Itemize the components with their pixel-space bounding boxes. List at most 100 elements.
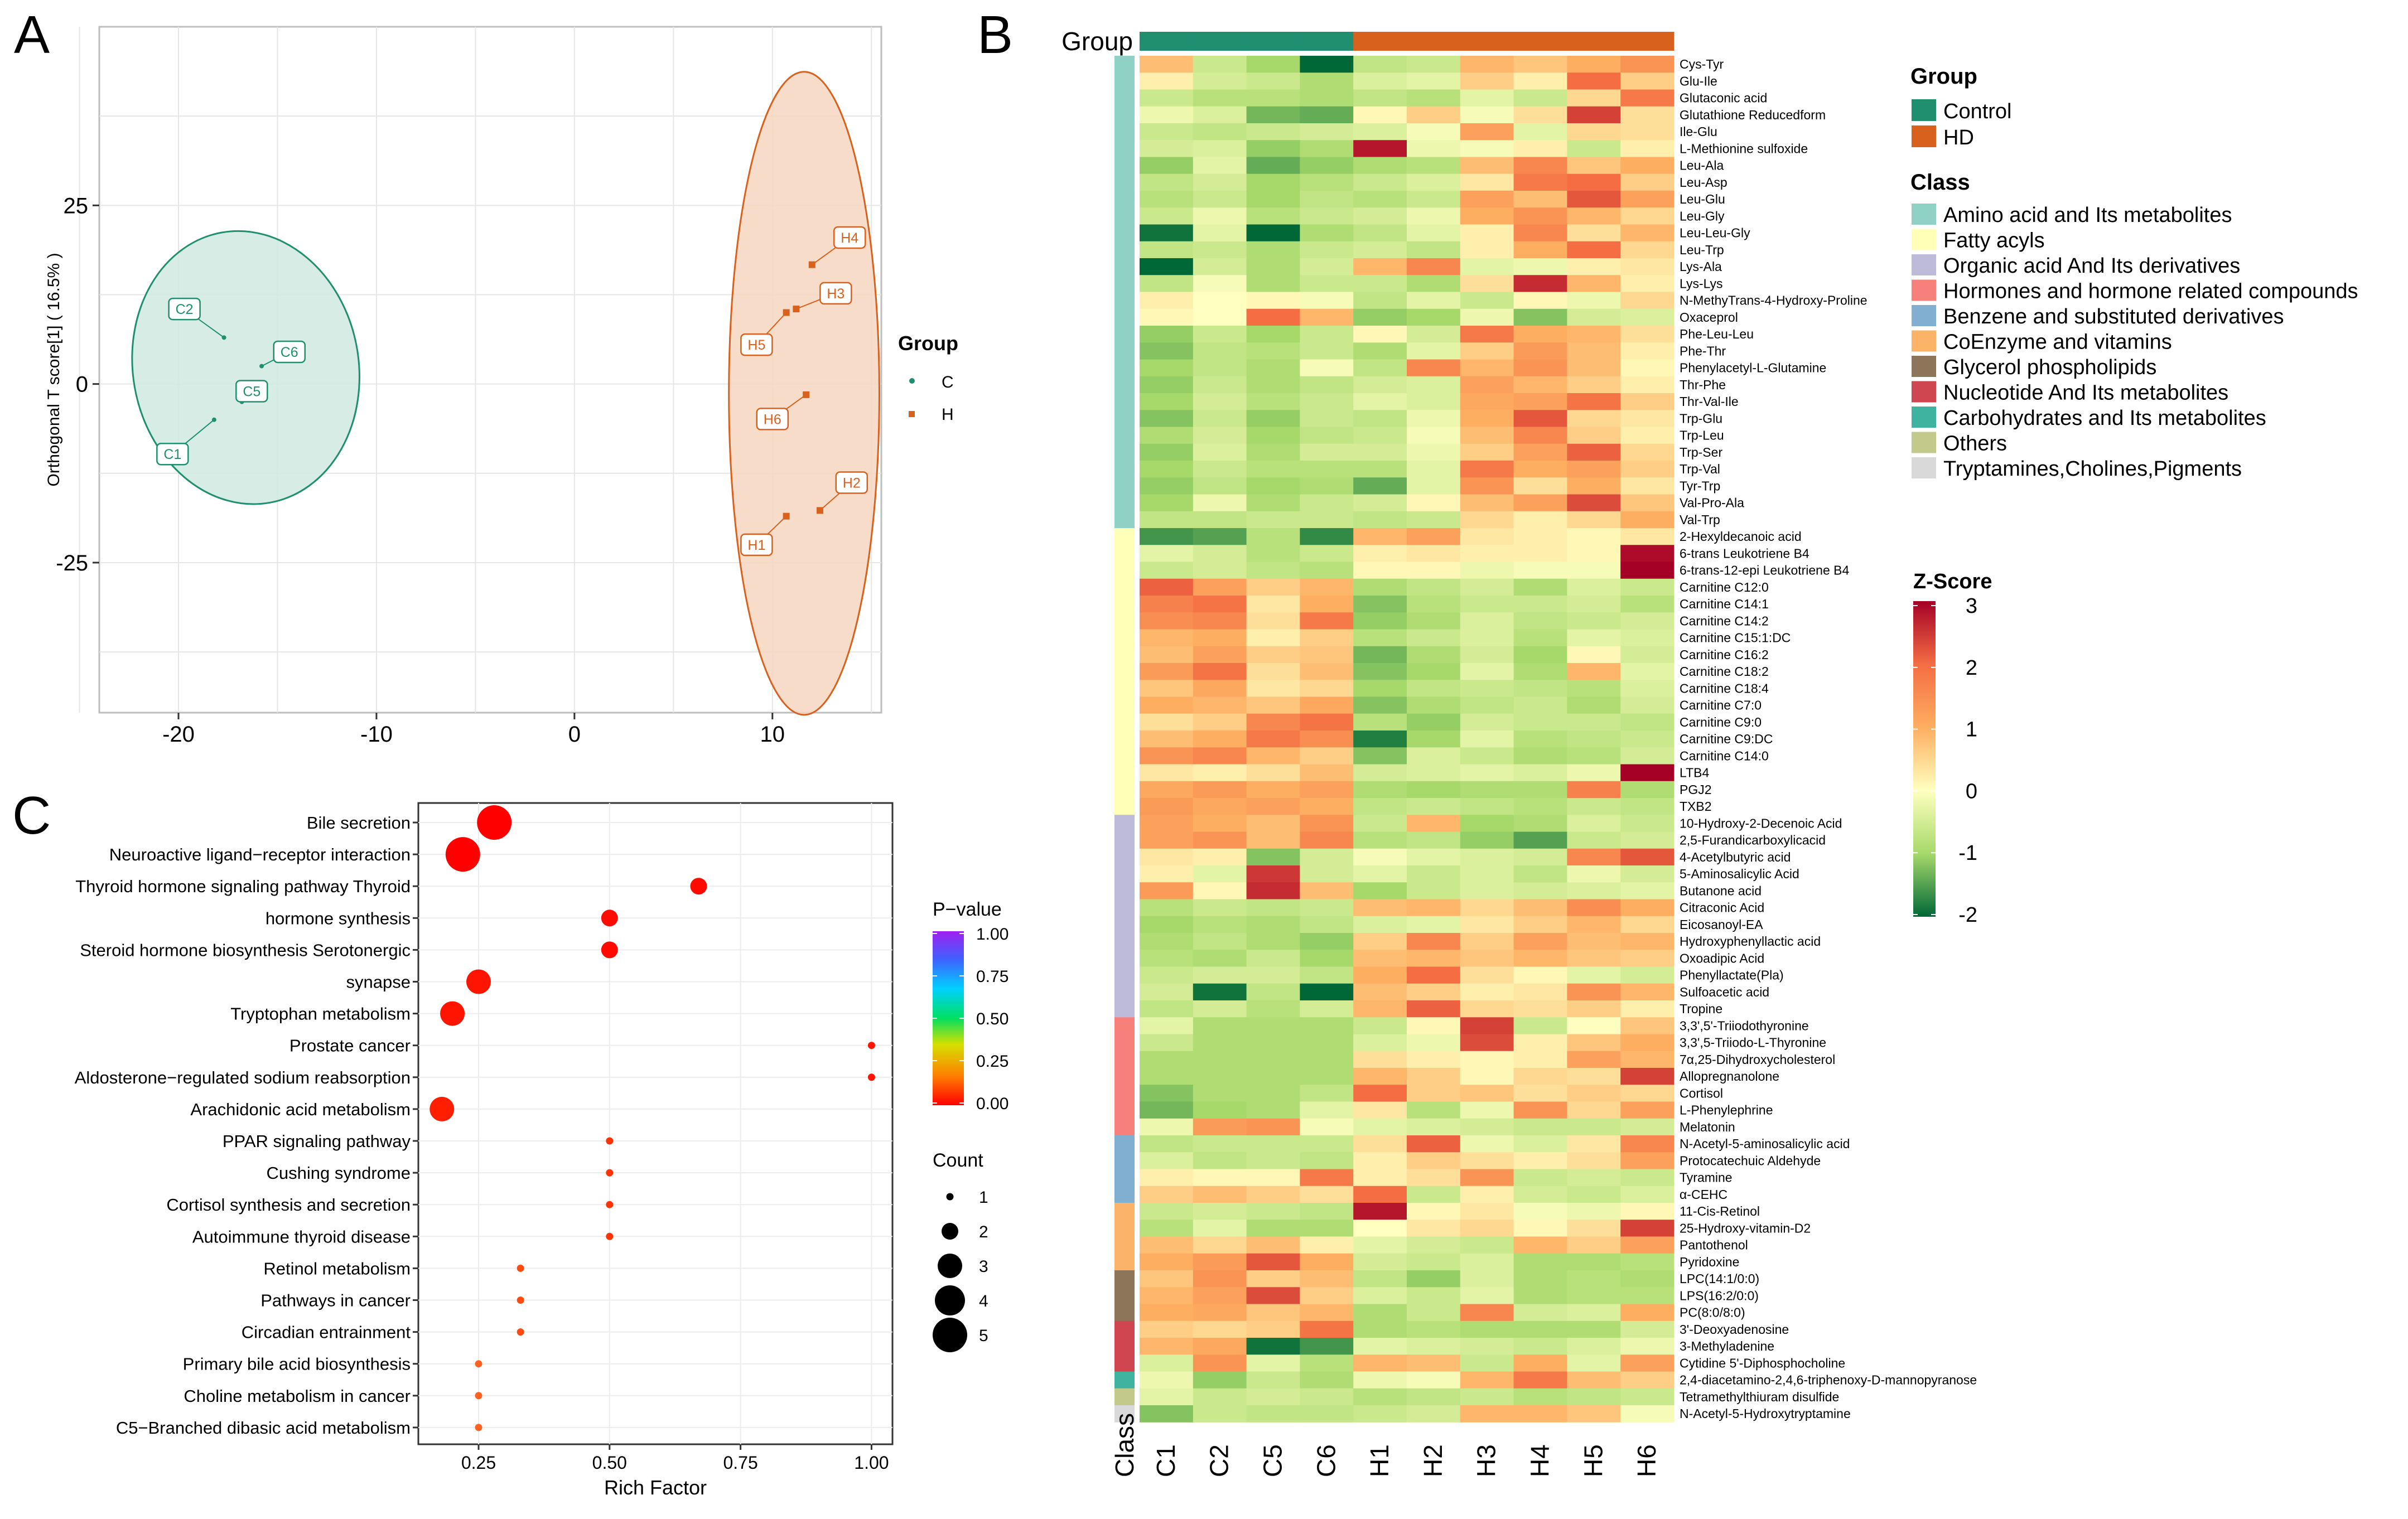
heatmap-cell xyxy=(1460,1068,1514,1085)
heatmap-cell xyxy=(1567,764,1621,782)
panel-a-legend-h-marker xyxy=(909,411,915,417)
heatmap-row-label: Carnitine C14:1 xyxy=(1680,597,1769,611)
heatmap-cell xyxy=(1300,764,1354,782)
heatmap-cell xyxy=(1246,89,1300,107)
heatmap-cell xyxy=(1300,106,1354,124)
heatmap-cell xyxy=(1246,359,1300,377)
heatmap-cell xyxy=(1407,275,1461,292)
heatmap-cell xyxy=(1567,1388,1621,1406)
heatmap-cell xyxy=(1567,89,1621,107)
heatmap-cell xyxy=(1353,241,1407,259)
heatmap-cell xyxy=(1513,764,1567,782)
heatmap-cell xyxy=(1567,1253,1621,1271)
heatmap-cell xyxy=(1513,56,1567,73)
heatmap-cell xyxy=(1193,1338,1247,1355)
heatmap-cell xyxy=(1140,72,1194,90)
heatmap-cell xyxy=(1193,1085,1247,1102)
pathway-point xyxy=(606,1137,614,1145)
heatmap-cell xyxy=(1353,950,1407,967)
class-annotation-cell xyxy=(1114,596,1135,613)
heatmap-cell xyxy=(1567,56,1621,73)
heatmap-cell xyxy=(1246,646,1300,664)
heatmap-cell xyxy=(1620,191,1674,208)
heatmap-cell xyxy=(1460,1101,1514,1119)
heatmap-cell xyxy=(1513,1371,1567,1389)
heatmap-cell xyxy=(1353,1034,1407,1052)
heatmap-cell xyxy=(1567,950,1621,967)
heatmap-cell xyxy=(1193,562,1247,579)
heatmap-cell xyxy=(1300,1101,1354,1119)
pathway-point xyxy=(475,1360,482,1368)
heatmap-cell xyxy=(1567,815,1621,832)
heatmap-row-label: Tyr-Trp xyxy=(1680,478,1720,493)
heatmap-cell xyxy=(1513,1270,1567,1288)
heatmap-cell xyxy=(1193,1304,1247,1322)
heatmap-cell xyxy=(1193,731,1247,748)
heatmap-cell xyxy=(1193,1000,1247,1018)
legend-class-label: CoEnzyme and vitamins xyxy=(1943,331,2172,354)
heatmap-cell xyxy=(1513,511,1567,529)
heatmap-cell xyxy=(1567,629,1621,647)
heatmap-cell xyxy=(1460,1287,1514,1304)
heatmap-cell xyxy=(1300,1270,1354,1288)
heatmap-cell xyxy=(1300,646,1354,664)
pathway-point xyxy=(475,1424,482,1431)
heatmap-cell xyxy=(1620,106,1674,124)
heatmap-cell xyxy=(1300,140,1354,157)
point-label-box xyxy=(273,340,306,364)
heatmap-cell xyxy=(1407,1186,1461,1203)
heatmap-cell xyxy=(1193,106,1247,124)
heatmap-cell xyxy=(1246,72,1300,90)
pathway-label: Neuroactive ligand−receptor interaction xyxy=(109,845,411,864)
heatmap-cell xyxy=(1513,899,1567,917)
heatmap-cell xyxy=(1246,983,1300,1001)
heatmap-cell xyxy=(1140,764,1194,782)
heatmap-cell xyxy=(1300,916,1354,933)
class-annotation-cell xyxy=(1114,916,1135,933)
heatmap-column-label: C2 xyxy=(1205,1444,1234,1477)
heatmap-cell xyxy=(1407,680,1461,697)
heatmap-row-label: Cys-Tyr xyxy=(1680,57,1724,71)
class-annotation-cell xyxy=(1114,680,1135,697)
group-annotation-cell xyxy=(1407,32,1461,51)
heatmap-cell xyxy=(1353,1186,1407,1203)
heatmap-cell xyxy=(1193,292,1247,309)
y-tick-label: 0 xyxy=(76,373,88,397)
heatmap-cell xyxy=(1193,359,1247,377)
heatmap-cell xyxy=(1513,427,1567,444)
heatmap-cell xyxy=(1407,173,1461,191)
pathway-label: hormone synthesis xyxy=(266,908,411,928)
heatmap-cell xyxy=(1300,1169,1354,1187)
heatmap-cell xyxy=(1513,629,1567,647)
heatmap-row-label: L-Methionine sulfoxide xyxy=(1680,141,1808,156)
heatmap-cell xyxy=(1246,545,1300,562)
class-annotation-cell xyxy=(1114,933,1135,950)
class-annotation-cell xyxy=(1114,477,1135,495)
heatmap-cell xyxy=(1513,1338,1567,1355)
pathway-label: Aldosterone−regulated sodium reabsorptio… xyxy=(75,1068,411,1087)
heatmap-cell xyxy=(1620,376,1674,394)
heatmap-cell xyxy=(1140,798,1194,815)
data-point-h1 xyxy=(783,512,790,520)
heatmap-cell xyxy=(1460,275,1514,292)
heatmap-cell xyxy=(1567,258,1621,275)
heatmap-cell xyxy=(1460,1270,1514,1288)
heatmap-cell xyxy=(1353,1338,1407,1355)
heatmap-cell xyxy=(1407,545,1461,562)
heatmap-cell xyxy=(1353,663,1407,680)
heatmap-cell xyxy=(1460,494,1514,512)
heatmap-cell xyxy=(1353,1101,1407,1119)
heatmap-cell xyxy=(1460,848,1514,866)
heatmap-cell xyxy=(1193,1051,1247,1068)
heatmap-cell xyxy=(1513,410,1567,427)
group-annotation-cell xyxy=(1460,32,1514,51)
heatmap-cell xyxy=(1460,562,1514,579)
heatmap-cell xyxy=(1567,1405,1621,1423)
heatmap-cell xyxy=(1567,1135,1621,1153)
colorbar-tick-label: 2 xyxy=(1966,656,1977,680)
heatmap-cell xyxy=(1620,1203,1674,1220)
heatmap-cell xyxy=(1300,545,1354,562)
heatmap-cell xyxy=(1300,1017,1354,1034)
heatmap-cell xyxy=(1246,781,1300,799)
heatmap-cell xyxy=(1513,494,1567,512)
